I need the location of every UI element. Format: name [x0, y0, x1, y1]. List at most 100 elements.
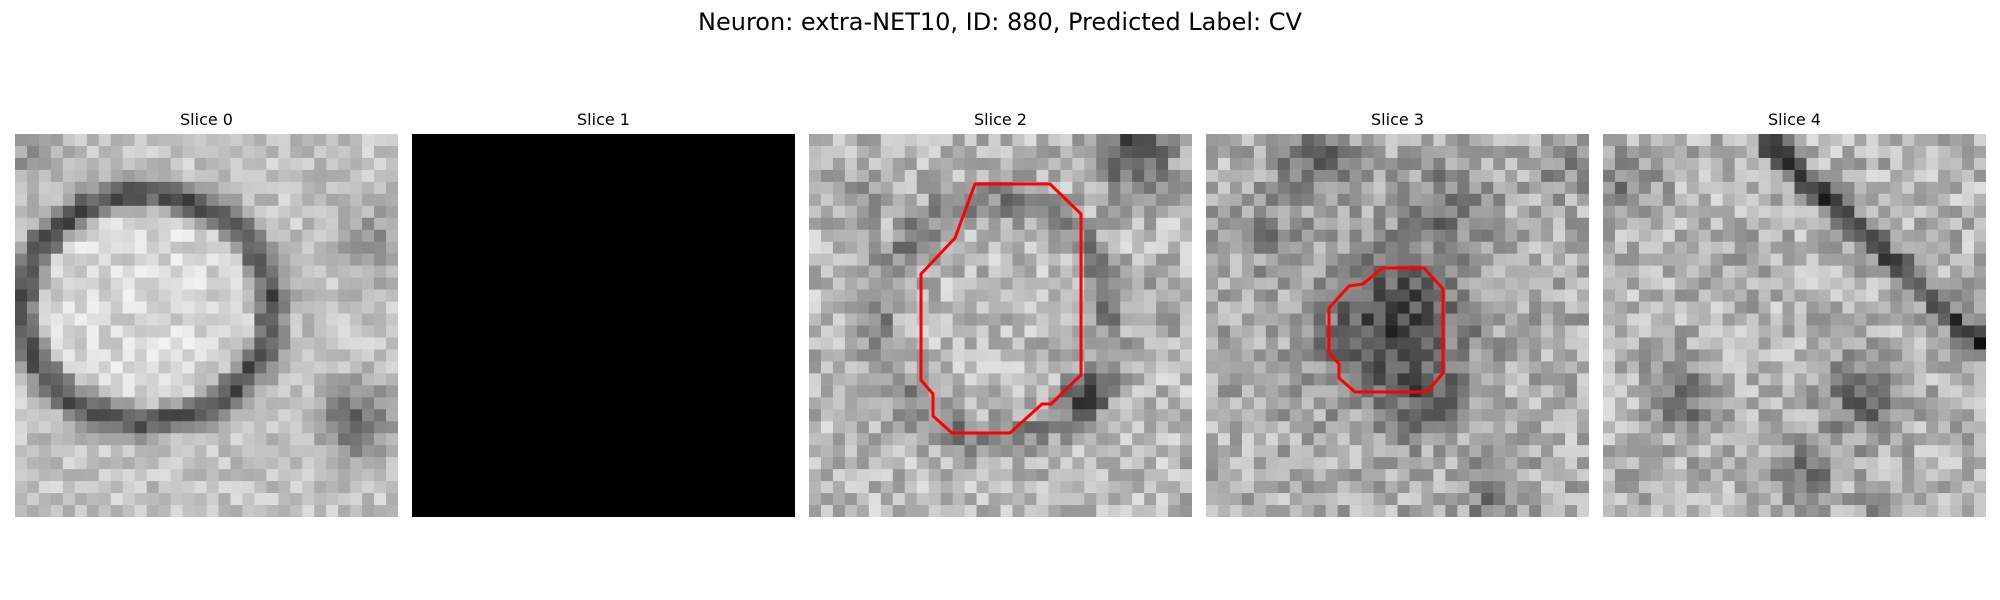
pixel-cell: [1000, 169, 1014, 183]
pixel-cell: [1457, 385, 1470, 398]
pixel-cell: [1229, 241, 1243, 255]
pixel-cell: [1890, 193, 1903, 207]
pixel-cell: [1108, 373, 1121, 386]
pixel-cell: [50, 385, 64, 398]
pixel-cell: [146, 409, 160, 422]
pixel-cell: [110, 421, 124, 434]
pixel-cell: [699, 181, 712, 195]
pixel-cell: [964, 457, 978, 470]
pixel-cell: [1433, 181, 1446, 195]
pixel-cell: [868, 229, 882, 243]
pixel-cell: [856, 409, 870, 422]
pixel-cell: [1206, 337, 1219, 351]
pixel-cell: [856, 229, 870, 243]
pixel-cell: [374, 205, 387, 219]
pixel-cell: [1120, 493, 1133, 506]
pixel-cell: [1217, 313, 1231, 327]
pixel-cell: [98, 421, 112, 434]
pixel-cell: [844, 493, 858, 506]
pixel-cell: [687, 397, 700, 410]
pixel-cell: [1325, 361, 1339, 374]
pixel-cell: [435, 205, 449, 219]
pixel-cell: [832, 325, 846, 339]
pixel-cell: [1156, 134, 1169, 147]
pixel-cell: [435, 193, 449, 207]
pixel-cell: [362, 445, 375, 458]
pixel-cell: [1614, 277, 1628, 291]
pixel-cell: [1938, 205, 1951, 219]
pixel-cell: [86, 385, 100, 398]
pixel-cell: [50, 349, 64, 363]
pixel-cell: [1072, 169, 1085, 183]
pixel-cell: [603, 445, 617, 458]
pixel-cell: [1758, 253, 1772, 267]
pixel-cell: [1614, 241, 1628, 255]
pixel-cell: [1866, 409, 1879, 422]
pixel-cell: [663, 253, 676, 267]
pixel-cell: [1746, 337, 1760, 351]
pixel-cell: [531, 265, 545, 279]
pixel-cell: [928, 205, 942, 219]
pixel-cell: [1950, 301, 1963, 315]
pixel-cell: [1409, 181, 1423, 195]
pixel-cell: [1409, 193, 1423, 207]
pixel-cell: [1060, 145, 1073, 159]
pixel-cell: [627, 277, 641, 291]
pixel-cell: [1349, 157, 1363, 171]
pixel-cell: [1229, 349, 1243, 363]
pixel-cell: [723, 433, 736, 446]
pixel-cell: [1854, 169, 1867, 183]
pixel-cell: [1206, 277, 1219, 291]
pixel-cell: [1397, 469, 1411, 482]
pixel-cell: [1914, 361, 1927, 374]
pixel-cell: [1337, 229, 1351, 243]
pixel-cell: [158, 134, 172, 147]
pixel-cell: [1890, 145, 1903, 159]
pixel-cell: [471, 205, 485, 219]
pixel-cell: [134, 313, 148, 327]
pixel-cell: [1060, 325, 1073, 339]
pixel-cell: [988, 301, 1002, 315]
pixel-cell: [290, 349, 303, 363]
pixel-cell: [338, 217, 351, 231]
pixel-cell: [1156, 505, 1169, 517]
pixel-cell: [1854, 289, 1867, 303]
pixel-cell: [603, 493, 617, 506]
pixel-cell: [844, 505, 858, 517]
pixel-cell: [976, 493, 990, 506]
pixel-cell: [1120, 397, 1133, 410]
pixel-cell: [555, 445, 569, 458]
pixel-cell: [50, 505, 64, 517]
pixel-cell: [1469, 397, 1482, 410]
pixel-cell: [916, 409, 930, 422]
pixel-cell: [1241, 157, 1255, 171]
pixel-cell: [110, 469, 124, 482]
pixel-cell: [1457, 265, 1470, 279]
pixel-cell: [1072, 493, 1085, 506]
pixel-cell: [1541, 457, 1554, 470]
pixel-cell: [1638, 229, 1652, 243]
pixel-cell: [471, 397, 485, 410]
pixel-cell: [723, 229, 736, 243]
pixel-cell: [964, 433, 978, 446]
pixel-cell: [158, 373, 172, 386]
pixel-cell: [26, 349, 40, 363]
pixel-cell: [362, 385, 375, 398]
pixel-cell: [495, 409, 509, 422]
pixel-cell: [1926, 337, 1939, 351]
pixel-cell: [507, 433, 521, 446]
pixel-cell: [1890, 337, 1903, 351]
pixel-cell: [1722, 193, 1736, 207]
pixel-cell: [1265, 157, 1279, 171]
pixel-cell: [1241, 457, 1255, 470]
pixel-cell: [567, 445, 581, 458]
pixel-cell: [435, 134, 449, 147]
pixel-cell: [182, 433, 196, 446]
pixel-cell: [74, 181, 88, 195]
pixel-cell: [170, 205, 184, 219]
pixel-cell: [483, 457, 497, 470]
pixel-cell: [230, 373, 244, 386]
pixel-cell: [627, 337, 641, 351]
pixel-cell: [62, 193, 76, 207]
pixel-cell: [1000, 373, 1014, 386]
